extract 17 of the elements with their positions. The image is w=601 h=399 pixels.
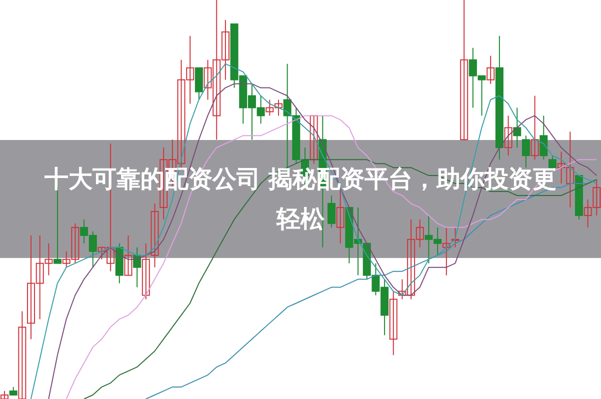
candlestick (194, 67, 203, 100)
candlestick (486, 55, 495, 84)
candlestick (150, 202, 159, 268)
candlestick (442, 226, 450, 276)
candlestick (310, 115, 318, 164)
candlestick (18, 310, 26, 399)
candlestick (504, 115, 512, 156)
candlestick (540, 115, 548, 160)
candlestick (142, 242, 150, 300)
candlestick (451, 226, 460, 248)
candlestick (460, 0, 468, 140)
candlestick (513, 107, 522, 148)
candlestick (530, 95, 539, 160)
candlestick (124, 234, 132, 276)
candlestick (328, 195, 336, 228)
candlestick (389, 290, 398, 356)
candlestick (522, 135, 530, 168)
